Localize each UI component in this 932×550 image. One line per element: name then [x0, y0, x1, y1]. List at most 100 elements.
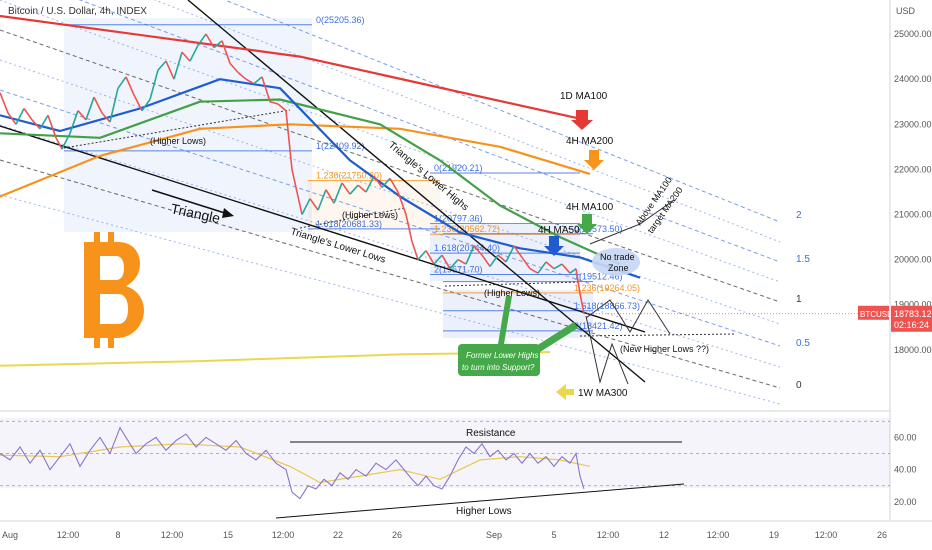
fib-level-label: 1.618(20144.40): [434, 243, 500, 253]
rsi-y-tick-label: 60.00: [894, 432, 917, 442]
price-segment: [245, 78, 255, 85]
rsi-resistance-label: Resistance: [466, 428, 516, 439]
triangle-lower-lows-line: [0, 125, 646, 333]
price-segment: [411, 241, 419, 260]
price-segment: [397, 191, 407, 215]
price-segment: [229, 62, 239, 73]
price-segment: [221, 40, 231, 64]
bitcoin-logo-tick: [108, 338, 114, 348]
bitcoin-logo-tick: [94, 338, 100, 348]
price-segment: [405, 214, 413, 242]
arrow-down-green-icon: [577, 214, 597, 234]
price-segment: [157, 60, 167, 71]
price-segment: [433, 254, 443, 265]
price-segment: [481, 254, 491, 267]
x-tick-label: 26: [392, 530, 402, 540]
former-highs-callout: [458, 344, 540, 376]
price-segment: [561, 263, 571, 274]
y-tick-label: 22000.00: [894, 164, 932, 174]
price-segment: [101, 112, 111, 123]
price-segment: [441, 254, 451, 270]
price-segment: [553, 263, 563, 270]
price-segment: [325, 189, 335, 204]
price-segment: [277, 103, 287, 112]
channel-label: 1.5: [796, 254, 810, 265]
price-segment: [15, 108, 25, 125]
ticker-badge: [858, 305, 889, 320]
x-tick-label: 12:00: [597, 530, 620, 540]
arrow-down-blue-icon: [544, 236, 564, 256]
no-trade-zone-label-1: No trade: [600, 252, 635, 262]
price-segment: [309, 198, 319, 211]
new-higher-lows-line: [579, 333, 736, 337]
price-segment: [365, 175, 375, 193]
price-segment: [349, 184, 359, 195]
fib-level-label: 1.236(21750.20): [316, 171, 382, 181]
x-tick-label: Sep: [486, 530, 502, 540]
bitcoin-logo-shape: [84, 242, 144, 338]
price-segment: [505, 245, 515, 263]
y-tick-label: 19000.00: [894, 300, 932, 310]
rsi-higher-lows-line: [275, 483, 685, 519]
price-segment: [389, 177, 399, 193]
price-segment: [109, 88, 119, 123]
price-segment: [31, 119, 41, 130]
x-tick-label: 26: [877, 530, 887, 540]
ma-line-4h-ma100: [0, 98, 621, 266]
price-segment: [93, 96, 103, 114]
y-tick-label: 24000.00: [894, 74, 932, 84]
channel-label: 0: [796, 380, 802, 391]
arrow-down-orange-icon: [584, 150, 604, 170]
arrow-left-yellow-icon: [556, 384, 574, 400]
former-highs-label-1: Former Lower Highs: [466, 351, 538, 360]
projection-path-up: [589, 199, 675, 245]
price-segment: [457, 258, 467, 265]
price-segment: [473, 245, 483, 256]
main-plot-bg: [0, 0, 890, 410]
y-tick-label: 20000.00: [894, 255, 932, 265]
new-higher-lows-label: (New Higher Lows ??): [620, 344, 709, 354]
channel-line-0: [223, 0, 781, 223]
channel-midline-3: [0, 124, 781, 368]
projection-path-down: [585, 315, 629, 385]
price-segment: [173, 51, 183, 80]
bitcoin-logo-icon: [84, 232, 144, 348]
price-segment: [513, 245, 523, 258]
price-segment: [117, 76, 127, 89]
fib-zone-1: [308, 180, 440, 232]
price-segment: [269, 100, 279, 105]
price-segment: [261, 76, 271, 102]
x-tick-label: 12:00: [815, 530, 838, 540]
price-segment: [133, 94, 143, 112]
price-segment: [301, 198, 311, 215]
price-segment: [0, 92, 9, 114]
x-tick-label: 15: [223, 530, 233, 540]
x-tick-label: 22: [333, 530, 343, 540]
x-tick-label: 8: [115, 530, 120, 540]
price-segment: [253, 76, 263, 85]
label-4h-ma50: 4H MA50: [538, 225, 580, 236]
price-segment: [417, 250, 427, 261]
label-1w-ma300: 1W MA300: [578, 388, 628, 399]
no-trade-zone-bubble: [592, 248, 640, 276]
x-tick-label: Aug: [2, 530, 18, 540]
fib-level-label: 1.236(20562.72): [434, 224, 500, 234]
label-4h-ma200: 4H MA200: [566, 136, 614, 147]
triangle-arrow-shaft: [151, 189, 229, 215]
price-segment: [77, 110, 87, 121]
fib-level-label: 1.236(19264.05): [574, 283, 640, 293]
price-segment: [149, 69, 159, 100]
rsi-panel-bg: [0, 415, 890, 520]
price-segment: [373, 175, 383, 188]
price-segment: [39, 114, 49, 130]
price-segment: [381, 177, 391, 188]
price-segment: [285, 110, 293, 170]
price-segment: [575, 268, 581, 294]
price-segment: [579, 293, 585, 314]
price-segment: [569, 268, 577, 274]
channel-line-1: [78, 0, 781, 263]
fib-level-label: 1.618(18866.73): [574, 301, 640, 311]
x-tick-label: 12:00: [707, 530, 730, 540]
